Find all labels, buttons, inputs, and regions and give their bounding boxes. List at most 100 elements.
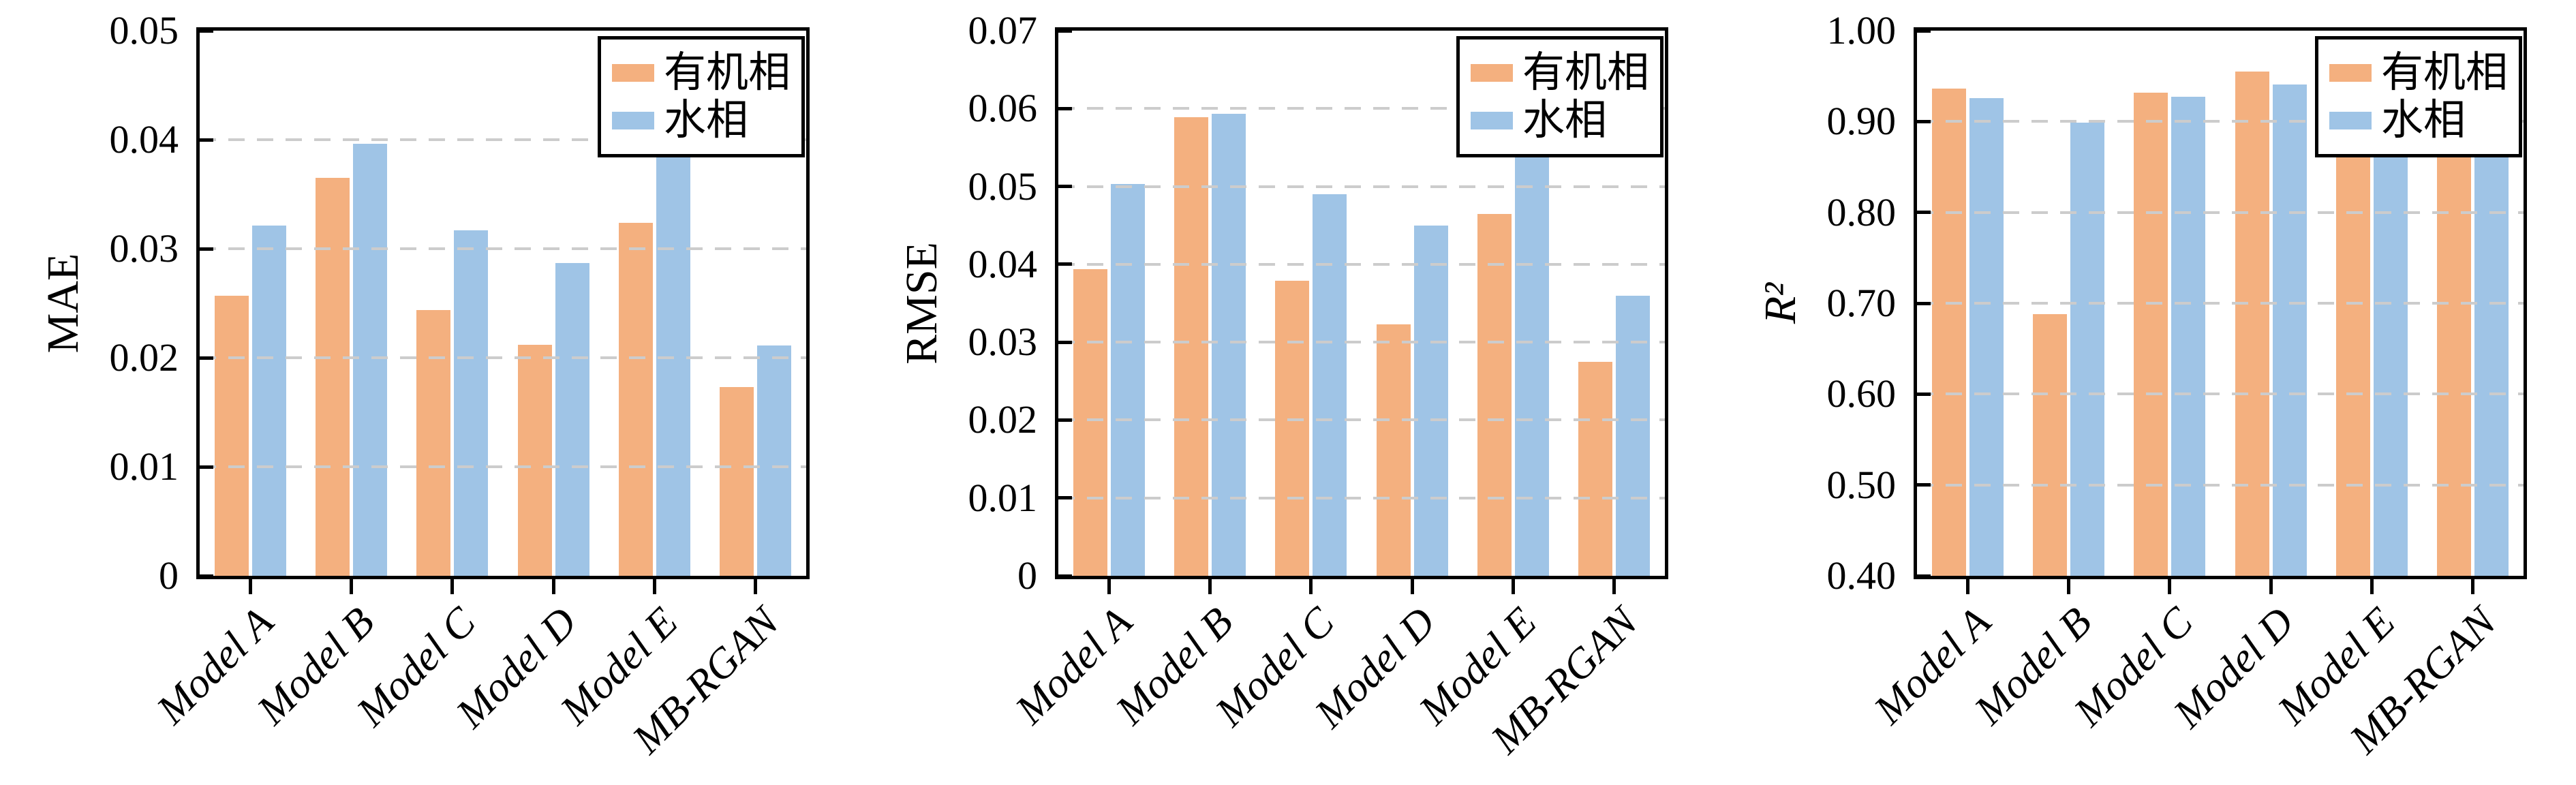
x-tick-mark-r2-5 bbox=[2471, 579, 2475, 594]
bar-aqueous-1 bbox=[1212, 114, 1246, 576]
y-tick-label-mae-0: 0.05 bbox=[109, 8, 179, 52]
gridline-r2-5 bbox=[1917, 483, 2524, 487]
legend-swatch-aqueous bbox=[611, 112, 654, 129]
legend-r2: 有机相 水相 bbox=[2314, 36, 2522, 157]
y-tick-label-mae-2: 0.03 bbox=[109, 226, 179, 271]
legend-item-organic: 有机相 bbox=[611, 49, 791, 97]
y-tick-mark-rmse-4 bbox=[1058, 340, 1072, 344]
bar-organic-2 bbox=[416, 309, 451, 576]
gridline-r2-3 bbox=[1917, 302, 2524, 305]
bar-organic-0 bbox=[1931, 89, 1966, 576]
y-tick-mark-rmse-6 bbox=[1058, 496, 1072, 500]
chart-panel-rmse: RMSE 有机相 水相 0.07 0.06 0.05 0.04 0.03 0.02 0.01 0 Mo… bbox=[859, 0, 1717, 785]
y-tick-label-rmse-3: 0.04 bbox=[968, 241, 1038, 286]
y-tick-label-r2-2: 0.80 bbox=[1826, 189, 1897, 234]
bar-aqueous-5 bbox=[757, 345, 792, 576]
bar-organic-3 bbox=[1376, 324, 1411, 576]
y-tick-mark-mae-0 bbox=[200, 31, 213, 33]
y-tick-mark-rmse-5 bbox=[1058, 418, 1072, 422]
y-tick-label-rmse-5: 0.02 bbox=[968, 397, 1038, 442]
bar-aqueous-0 bbox=[1110, 184, 1145, 576]
legend-label-organic: 有机相 bbox=[2380, 50, 2508, 96]
gridline-r2-2 bbox=[1917, 211, 2524, 214]
gridline-r2-1 bbox=[1917, 120, 2524, 123]
bar-organic-0 bbox=[214, 295, 249, 576]
plot-inner-mae bbox=[200, 31, 806, 576]
y-tick-mark-rmse-1 bbox=[1058, 106, 1072, 110]
y-tick-label-r2-6: 0.40 bbox=[1826, 553, 1897, 598]
legend-swatch-aqueous bbox=[1470, 112, 1513, 129]
y-tick-label-r2-1: 0.90 bbox=[1826, 99, 1897, 144]
legend-swatch-organic bbox=[1470, 64, 1513, 82]
chart-panel-r2: R² 有机相 水相 1.00 0.90 0.80 0.70 0.60 0.50 0.40 Model… bbox=[1717, 0, 2576, 785]
y-tick-mark-mae-4 bbox=[200, 465, 213, 469]
x-tick-mark-r2-4 bbox=[2370, 579, 2374, 594]
legend-label-organic: 有机相 bbox=[1522, 50, 1649, 96]
y-axis-label-r2: R² bbox=[1755, 282, 1805, 324]
bar-aqueous-3 bbox=[2272, 84, 2307, 576]
gridline-mae-2 bbox=[200, 247, 806, 250]
legend-swatch-organic bbox=[2329, 64, 2372, 82]
gridline-mae-3 bbox=[200, 356, 806, 359]
legend-item-organic: 有机相 bbox=[2329, 49, 2508, 97]
legend-item-aqueous: 水相 bbox=[611, 97, 791, 144]
bar-aqueous-0 bbox=[251, 226, 286, 576]
bar-aqueous-4 bbox=[656, 123, 690, 576]
y-axis-label-mae: MAE bbox=[38, 253, 88, 354]
x-tick-mark-rmse-1 bbox=[1208, 579, 1212, 594]
plot-inner-r2 bbox=[1917, 31, 2524, 576]
x-tick-mark-mae-0 bbox=[248, 579, 252, 594]
bar-aqueous-4 bbox=[1515, 127, 1549, 576]
y-tick-mark-rmse-2 bbox=[1058, 185, 1072, 189]
bar-organic-2 bbox=[1275, 280, 1310, 576]
plot-area-rmse: 有机相 水相 bbox=[1055, 27, 1668, 579]
y-tick-label-rmse-0: 0.07 bbox=[968, 8, 1038, 52]
bar-organic-3 bbox=[517, 344, 552, 576]
y-tick-mark-r2-3 bbox=[1917, 301, 1931, 305]
legend-item-organic: 有机相 bbox=[1470, 49, 1649, 97]
bar-aqueous-3 bbox=[1413, 225, 1448, 576]
y-tick-label-r2-5: 0.50 bbox=[1826, 462, 1897, 507]
x-tick-mark-r2-0 bbox=[1965, 579, 1969, 594]
x-tick-mark-mae-4 bbox=[653, 579, 656, 594]
y-tick-mark-rmse-3 bbox=[1058, 262, 1072, 266]
y-tick-mark-mae-1 bbox=[200, 138, 213, 142]
gridline-rmse-5 bbox=[1058, 418, 1665, 422]
y-tick-mark-mae-3 bbox=[200, 356, 213, 360]
y-tick-mark-rmse-7 bbox=[1058, 574, 1072, 576]
gridline-r2-4 bbox=[1917, 392, 2524, 396]
y-tick-mark-r2-1 bbox=[1917, 119, 1931, 123]
y-tick-label-rmse-6: 0.01 bbox=[968, 475, 1038, 520]
bar-organic-5 bbox=[1578, 361, 1613, 576]
bar-organic-2 bbox=[2134, 92, 2168, 576]
y-tick-label-r2-0: 1.00 bbox=[1826, 8, 1897, 52]
y-tick-mark-r2-2 bbox=[1917, 211, 1931, 215]
y-tick-label-rmse-4: 0.03 bbox=[968, 320, 1038, 365]
x-tick-mark-mae-2 bbox=[450, 579, 455, 594]
plot-area-r2: 有机相 水相 bbox=[1914, 27, 2527, 579]
x-tick-mark-rmse-4 bbox=[1512, 579, 1515, 594]
legend-item-aqueous: 水相 bbox=[2329, 97, 2508, 144]
x-tick-mark-r2-2 bbox=[2168, 579, 2172, 594]
y-tick-label-rmse-2: 0.05 bbox=[968, 164, 1038, 209]
bar-organic-4 bbox=[2336, 112, 2370, 576]
x-tick-mark-mae-3 bbox=[551, 579, 555, 594]
bar-aqueous-1 bbox=[353, 144, 387, 576]
y-tick-label-r2-3: 0.70 bbox=[1826, 281, 1897, 325]
chart-panel-mae: MAE 有机相 水相 0.05 0.04 0.03 0.02 0.01 0 Model A Mode… bbox=[0, 0, 859, 785]
bar-organic-4 bbox=[619, 222, 653, 576]
y-tick-mark-r2-0 bbox=[1917, 31, 1931, 33]
bar-organic-3 bbox=[2235, 72, 2269, 576]
bar-organic-1 bbox=[1174, 117, 1208, 576]
bar-aqueous-4 bbox=[2374, 121, 2408, 576]
x-tick-mark-r2-3 bbox=[2269, 579, 2273, 594]
gridline-mae-1 bbox=[200, 138, 806, 141]
legend-rmse: 有机相 水相 bbox=[1456, 36, 1663, 157]
y-tick-label-mae-3: 0.02 bbox=[109, 335, 179, 380]
y-tick-mark-r2-4 bbox=[1917, 392, 1931, 396]
x-tick-mark-rmse-3 bbox=[1410, 579, 1414, 594]
legend-item-aqueous: 水相 bbox=[1470, 97, 1649, 144]
x-tick-mark-rmse-2 bbox=[1309, 579, 1313, 594]
gridline-rmse-2 bbox=[1058, 185, 1665, 188]
